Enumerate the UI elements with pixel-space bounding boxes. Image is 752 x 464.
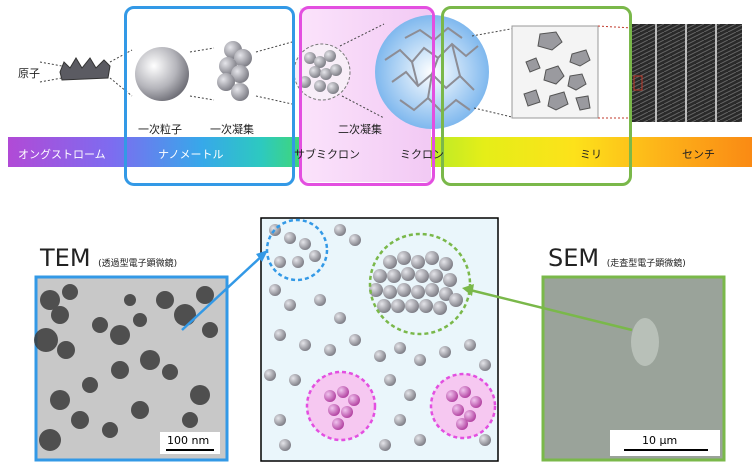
- scale-label-angstrom: オングストローム: [18, 148, 106, 161]
- sem-title: SEM (走査型電子顕微鏡): [548, 244, 686, 272]
- schematic-green-circle: [368, 232, 472, 336]
- atom-label: 原子: [18, 67, 40, 80]
- schematic-large-cluster: [369, 251, 463, 315]
- sem-title-text: SEM: [548, 244, 600, 272]
- micron-particle-blobs: [523, 31, 591, 111]
- schematic-pink-particles: [324, 386, 482, 430]
- tem-subtitle: (透過型電子顕微鏡): [98, 259, 178, 269]
- tem-title-text: TEM: [40, 244, 91, 272]
- atom-surface-shape: [59, 57, 111, 81]
- micron-highlight-box: [441, 6, 632, 186]
- schematic-gray-particles: [264, 224, 491, 451]
- tem-scalebar-box: [160, 432, 220, 454]
- tem-title: TEM (透過型電子顕微鏡): [40, 244, 177, 272]
- scale-label-centi: センチ: [682, 148, 715, 161]
- sem-arrow: [469, 288, 633, 332]
- primary-aggregate-cluster: [217, 41, 252, 101]
- scale-label-milli: ミリ: [580, 148, 602, 161]
- primary-particle-sphere: [135, 47, 189, 101]
- sem-agglomerate: [631, 318, 659, 366]
- tem-arrow: [181, 253, 265, 331]
- submicron-highlight-box: [299, 6, 435, 186]
- nanometer-highlight-box: [124, 6, 295, 186]
- secondary-aggregate-label: 二次凝集: [338, 123, 382, 136]
- tem-particles: [34, 284, 218, 451]
- scale-label-nanometer: ナノメートル: [158, 148, 224, 161]
- schematic-pink-circle-left: [305, 370, 377, 442]
- primary-particle-label: 一次粒子: [138, 123, 182, 136]
- sem-scalebar-box: [610, 430, 720, 456]
- tem-image: [34, 275, 229, 462]
- schematic-pink-circle-right: [429, 372, 497, 440]
- sem-subtitle: (走査型電子顕微鏡): [606, 259, 686, 269]
- scale-label-micron: ミクロン: [400, 148, 444, 161]
- sem-scalebar-label: 10 µm: [642, 434, 678, 447]
- secondary-aggregate-cluster: [299, 50, 342, 94]
- tem-scalebar-label: 100 nm: [167, 434, 210, 447]
- schematic-blue-circle: [265, 218, 329, 282]
- primary-aggregate-label: 一次凝集: [210, 123, 254, 136]
- scale-label-submicron: サブミクロン: [294, 148, 360, 161]
- sem-image: [541, 275, 726, 462]
